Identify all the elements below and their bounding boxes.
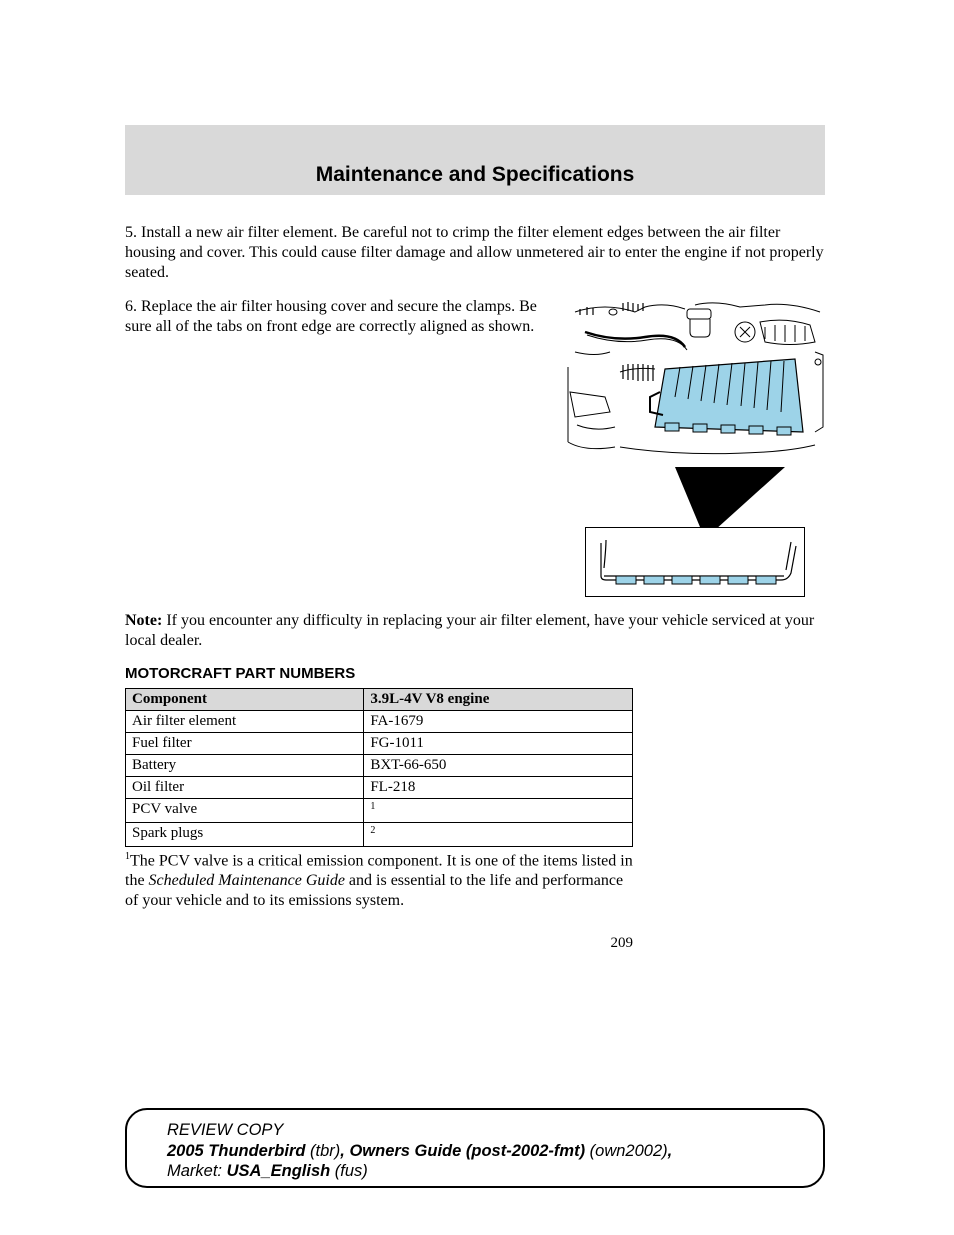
cell: 1 [364,799,633,823]
review-copy-footer: REVIEW COPY 2005 Thunderbird (tbr), Owne… [125,1108,825,1188]
engine-diagram [565,297,825,597]
cell: FG-1011 [364,733,633,755]
engine-bay-illustration [565,297,825,477]
footnote-emphasis: Scheduled Maintenance Guide [149,872,345,889]
cell: Fuel filter [126,733,364,755]
table-row: Air filter element FA-1679 [126,711,633,733]
footer-market: USA_English [227,1162,335,1180]
page-number: 209 [125,935,633,952]
footer-line3: Market: USA_English (fus) [167,1161,783,1182]
step-5-text: 5. Install a new air filter element. Be … [125,223,825,283]
footnote-ref: 1 [370,801,375,812]
footer-code: (own2002) [590,1142,668,1160]
footnote-1: 1The PCV valve is a critical emission co… [125,851,633,911]
footer-market-label: Market: [167,1162,227,1180]
cell: FA-1679 [364,711,633,733]
col-engine: 3.9L-4V V8 engine [364,689,633,711]
cell: Spark plugs [126,823,364,847]
cell: 2 [364,823,633,847]
footer-sep: , [668,1142,673,1160]
footnote-ref: 2 [370,825,375,836]
parts-table: Component 3.9L-4V V8 engine Air filter e… [125,688,633,847]
footer-line1: REVIEW COPY [167,1120,783,1141]
step-6-text: 6. Replace the air filter housing cover … [125,297,545,337]
footer-guide: , Owners Guide (post-2002-fmt) [340,1142,589,1160]
air-filter-cover-highlight [655,359,803,435]
note-label: Note: [125,612,162,629]
section-title: Maintenance and Specifications [316,163,635,187]
footer-vehicle: 2005 Thunderbird [167,1142,310,1160]
table-header-row: Component 3.9L-4V V8 engine [126,689,633,711]
section-header-bar: Maintenance and Specifications [125,125,825,195]
cell: Oil filter [126,777,364,799]
footer-line2: 2005 Thunderbird (tbr), Owners Guide (po… [167,1141,783,1162]
table-row: Spark plugs 2 [126,823,633,847]
parts-heading: MOTORCRAFT PART NUMBERS [125,665,825,682]
cell: FL-218 [364,777,633,799]
cell: Air filter element [126,711,364,733]
table-row: Oil filter FL-218 [126,777,633,799]
note-text: If you encounter any difficulty in repla… [125,612,814,649]
col-component: Component [126,689,364,711]
cell: BXT-66-650 [364,755,633,777]
footer-code: (tbr) [310,1142,340,1160]
table-row: Battery BXT-66-650 [126,755,633,777]
cell: PCV valve [126,799,364,823]
note-paragraph: Note: If you encounter any difficulty in… [125,611,825,651]
tab-alignment-detail [585,527,805,597]
table-row: Fuel filter FG-1011 [126,733,633,755]
table-row: PCV valve 1 [126,799,633,823]
footer-code: (fus) [335,1162,368,1180]
cell: Battery [126,755,364,777]
